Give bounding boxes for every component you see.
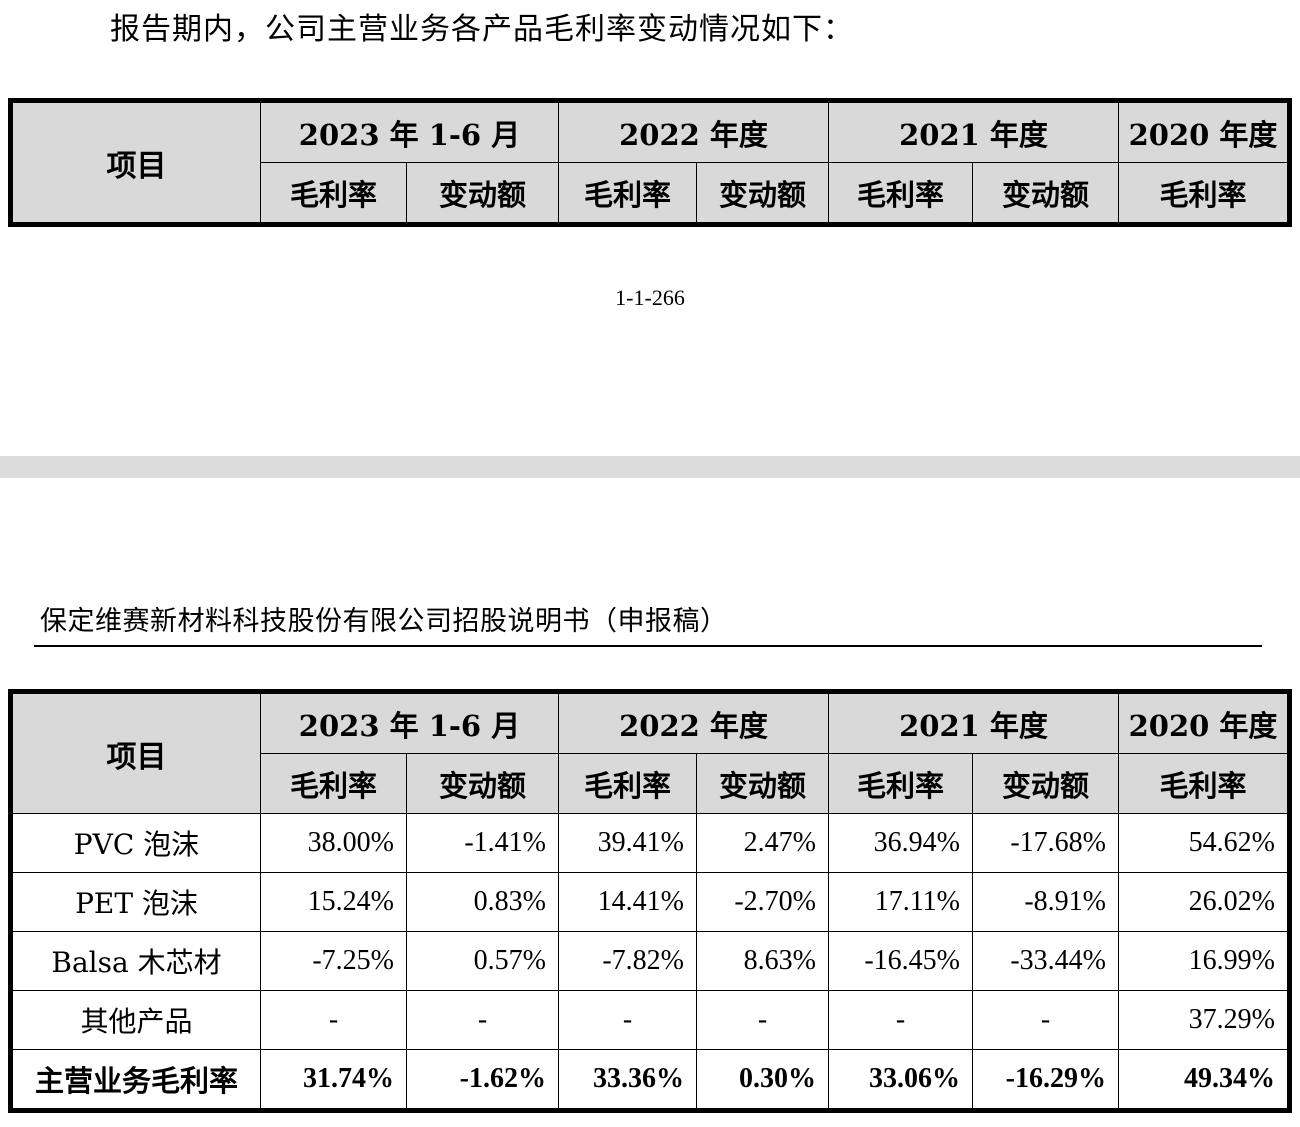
item-header: 项目 — [10, 691, 261, 814]
row-label: PVC 泡沫 — [10, 813, 261, 873]
page-number: 1-1-266 — [615, 285, 685, 310]
table-cell: 37.29% — [1118, 990, 1290, 1050]
table-cell: - — [558, 990, 697, 1050]
row-label: 主营业务毛利率 — [10, 1049, 261, 1111]
table-cell: 54.62% — [1118, 813, 1290, 873]
table-cell: 17.11% — [828, 872, 973, 932]
metric-header: 毛利率 — [558, 753, 697, 814]
table-row-other-products: 其他产品 - - - - - - 37.29% — [10, 990, 1290, 1050]
table-cell: 2.47% — [696, 813, 829, 873]
row-label: PET 泡沫 — [10, 872, 261, 932]
metric-header: 毛利率 — [558, 162, 697, 225]
table-cell: 49.34% — [1118, 1049, 1290, 1111]
table-cell: -8.91% — [972, 872, 1119, 932]
period-header: 2020 年度 — [1118, 100, 1290, 163]
table-cell: 31.74% — [260, 1049, 407, 1111]
table-cell: - — [260, 990, 407, 1050]
gross-margin-table: 项目 2023 年 1-6 月 2022 年度 2021 年度 2020 年度 … — [8, 689, 1292, 1113]
metric-header: 变动额 — [972, 162, 1119, 225]
metric-header: 变动额 — [972, 753, 1119, 814]
metric-header: 毛利率 — [1118, 753, 1290, 814]
item-header: 项目 — [10, 100, 261, 225]
period-header: 2020 年度 — [1118, 691, 1290, 754]
row-label: Balsa 木芯材 — [10, 931, 261, 991]
header-row-metrics: 毛利率 变动额 毛利率 变动额 毛利率 变动额 毛利率 — [11, 753, 1290, 814]
table-cell: -33.44% — [972, 931, 1119, 991]
header-row-metrics: 毛利率 变动额 毛利率 变动额 毛利率 变动额 毛利率 — [11, 162, 1290, 225]
table-cell: 0.57% — [406, 931, 559, 991]
table-cell: 33.06% — [828, 1049, 973, 1111]
table-cell: -1.41% — [406, 813, 559, 873]
metric-header: 毛利率 — [828, 162, 973, 225]
period-header: 2021 年度 — [828, 100, 1119, 163]
table-cell: 36.94% — [828, 813, 973, 873]
table-cell: 8.63% — [696, 931, 829, 991]
table-row-pet-foam: PET 泡沫 15.24% 0.83% 14.41% -2.70% 17.11%… — [10, 872, 1290, 932]
period-header: 2021 年度 — [828, 691, 1119, 754]
table-cell: - — [828, 990, 973, 1050]
document-header: 保定维赛新材料科技股份有限公司招股说明书（申报稿） — [40, 606, 728, 637]
table-row-total: 主营业务毛利率 31.74% -1.62% 33.36% 0.30% 33.06… — [10, 1049, 1290, 1111]
metric-header: 变动额 — [696, 753, 829, 814]
table-cell: 26.02% — [1118, 872, 1290, 932]
table-row-balsa-core: Balsa 木芯材 -7.25% 0.57% -7.82% 8.63% -16.… — [10, 931, 1290, 991]
period-header: 2022 年度 — [558, 691, 829, 754]
table-cell: - — [972, 990, 1119, 1050]
table-cell: -16.45% — [828, 931, 973, 991]
table-cell: -7.25% — [260, 931, 407, 991]
table-cell: 14.41% — [558, 872, 697, 932]
table-cell: 0.83% — [406, 872, 559, 932]
header-rule — [34, 645, 1262, 647]
table-cell: 39.41% — [558, 813, 697, 873]
page-separator — [0, 456, 1300, 478]
table-cell: -16.29% — [972, 1049, 1119, 1111]
period-header: 2023 年 1-6 月 — [260, 100, 559, 163]
intro-paragraph: 报告期内，公司主营业务各产品毛利率变动情况如下： — [110, 12, 854, 47]
metric-header: 变动额 — [406, 162, 559, 225]
header-row-periods: 项目 2023 年 1-6 月 2022 年度 2021 年度 2020 年度 — [10, 100, 1290, 225]
table-cell: - — [696, 990, 829, 1050]
header-row-periods: 项目 2023 年 1-6 月 2022 年度 2021 年度 2020 年度 — [10, 691, 1290, 814]
metric-header: 毛利率 — [260, 753, 407, 814]
period-header: 2022 年度 — [558, 100, 829, 163]
table-cell: 38.00% — [260, 813, 407, 873]
period-header: 2023 年 1-6 月 — [260, 691, 559, 754]
table-cell: 15.24% — [260, 872, 407, 932]
table-cell: 33.36% — [558, 1049, 697, 1111]
table-cell: 16.99% — [1118, 931, 1290, 991]
table-cell: -7.82% — [558, 931, 697, 991]
metric-header: 毛利率 — [260, 162, 407, 225]
table-cell: -2.70% — [696, 872, 829, 932]
table-cell: -1.62% — [406, 1049, 559, 1111]
gross-margin-table-header-continued: 项目 2023 年 1-6 月 2022 年度 2021 年度 2020 年度 … — [8, 98, 1292, 227]
metric-header: 变动额 — [406, 753, 559, 814]
metric-header: 毛利率 — [828, 753, 973, 814]
table-cell: - — [406, 990, 559, 1050]
metric-header: 变动额 — [696, 162, 829, 225]
table-cell: 0.30% — [696, 1049, 829, 1111]
row-label: 其他产品 — [10, 990, 261, 1050]
table-cell: -17.68% — [972, 813, 1119, 873]
table-row-pvc-foam: PVC 泡沫 38.00% -1.41% 39.41% 2.47% 36.94%… — [10, 813, 1290, 873]
metric-header: 毛利率 — [1118, 162, 1290, 225]
